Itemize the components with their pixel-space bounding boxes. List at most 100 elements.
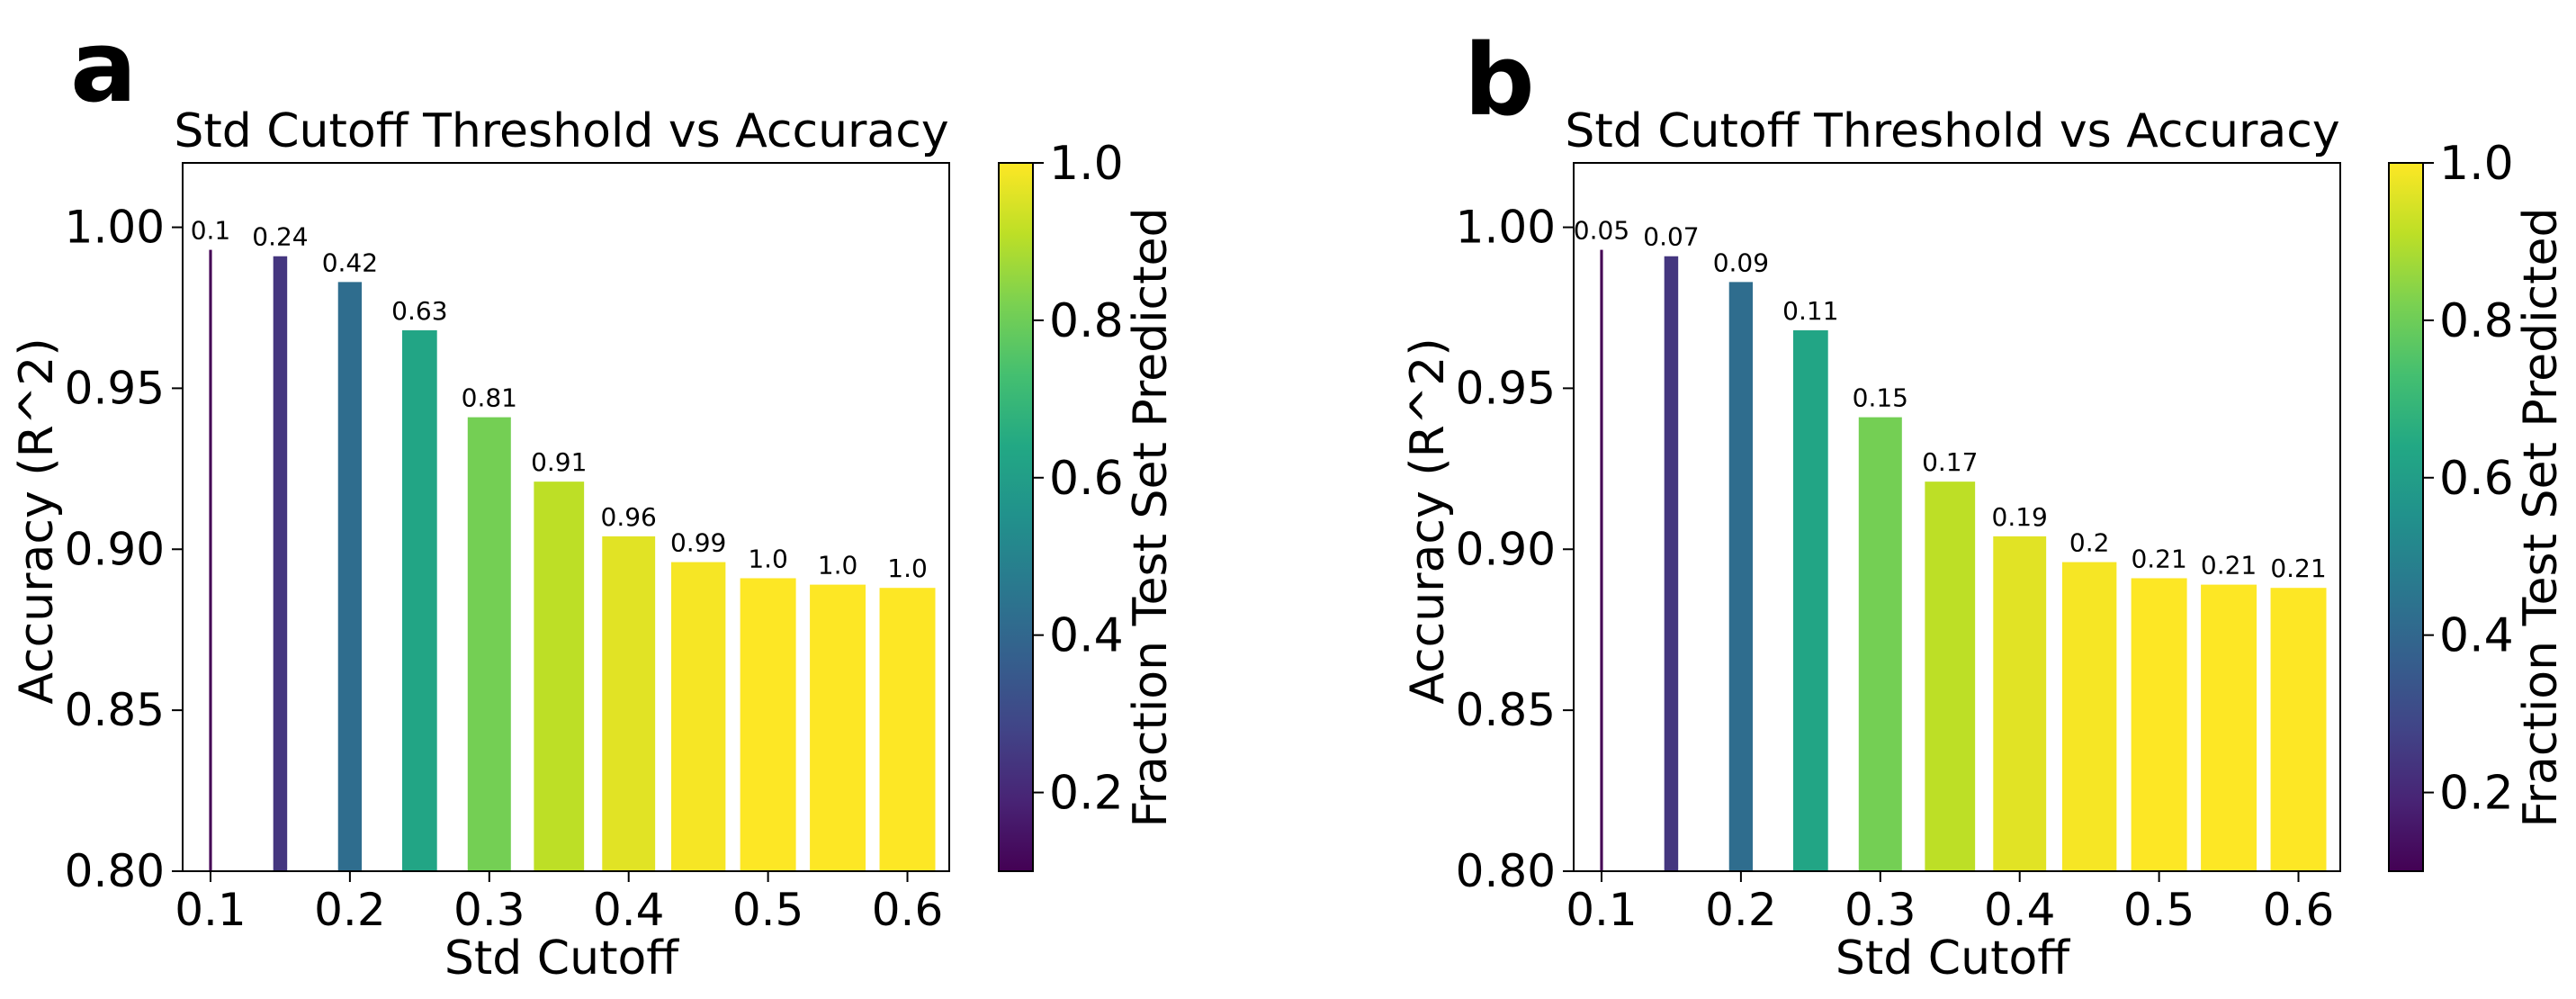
y-tick-label: 1.00 [65,202,165,254]
bar [1664,256,1679,871]
bar-label: 1.0 [748,544,788,573]
bar-label: 0.15 [1853,383,1908,413]
chart-title: Std Cutoff Threshold vs Accuracy [174,104,948,158]
bar [1728,282,1754,871]
bar [1858,417,1902,871]
bar [2201,584,2257,871]
y-tick-label: 0.80 [65,845,165,897]
plot-frame [182,162,950,872]
x-tick-label: 0.2 [314,884,386,936]
plot-frame [1573,162,2341,872]
bar [2270,588,2327,871]
panel-letter: b [1464,22,1535,138]
x-tick-label: 0.3 [1844,884,1916,936]
y-ticks: 0.80 0.85 0.90 0.95 1.00 [1456,202,1574,897]
bar-label: 0.11 [1782,296,1838,326]
colorbar-tick-label: 1.0 [1049,137,1124,191]
bar-label: 1.0 [818,551,858,580]
y-tick-label: 0.90 [65,523,165,575]
x-tick-label: 0.6 [2263,884,2335,936]
colorbar-tick-label: 0.6 [1049,452,1124,506]
x-tick-label: 0.1 [1566,884,1638,936]
y-tick-label: 0.80 [1456,845,1556,897]
x-tick-label: 0.3 [453,884,525,936]
bar-label: 0.2 [2069,528,2110,558]
x-tick-label: 0.1 [175,884,247,936]
bar-labels: 0.05 0.07 0.09 0.11 0.15 0.17 0.19 0.2 0.21 0.21 0… [1574,216,2327,584]
bar [740,578,796,871]
x-axis-label: Std Cutoff [444,932,679,986]
bar-label: 0.21 [2270,554,2326,583]
bar-label: 0.1 [191,216,231,246]
x-axis-label: Std Cutoff [1836,932,2070,986]
bar-labels: 0.1 0.24 0.42 0.63 0.81 0.91 0.96 0.99 1.0 1.0 1.0 [191,216,928,584]
y-axis-label: Accuracy (R^2) [10,338,64,704]
colorbar-tick-label: 0.8 [2439,294,2514,348]
colorbar-tick-label: 0.8 [1049,294,1124,348]
bar-label: 0.07 [1643,222,1699,252]
y-tick-label: 0.85 [1456,684,1556,736]
x-tick-label: 0.4 [1984,884,2056,936]
bar-label: 0.09 [1713,248,1769,277]
bar-label: 0.42 [322,248,378,277]
colorbar [2388,162,2424,872]
colorbar-tick-label: 0.2 [2439,767,2514,821]
bar [1792,330,1828,871]
x-tick-label: 0.5 [2123,884,2195,936]
x-ticks: 0.1 0.2 0.3 0.4 0.5 0.6 [175,871,943,936]
y-tick-label: 0.85 [65,684,165,736]
bar [534,482,585,871]
colorbar-ticks: 0.2 0.4 0.6 0.8 1.0 [2423,137,2514,821]
x-ticks: 0.1 0.2 0.3 0.4 0.5 0.6 [1566,871,2334,936]
bar-label: 0.19 [1992,502,2048,532]
bar [879,588,936,871]
x-tick-label: 0.2 [1705,884,1777,936]
panel-letter: a [70,9,137,124]
bar [1925,482,1976,871]
x-tick-label: 0.6 [872,884,944,936]
colorbar-ticks: 0.2 0.4 0.6 0.8 1.0 [1033,137,1124,821]
bar-label: 0.99 [670,528,726,558]
bar [337,282,363,871]
colorbar-tick-label: 0.2 [1049,767,1124,821]
bar [602,536,656,871]
bar [1993,536,2047,871]
bar-label: 0.05 [1574,216,1629,246]
bar [209,249,212,872]
colorbar-tick-label: 1.0 [2439,137,2514,191]
y-tick-label: 1.00 [1456,202,1556,254]
colorbar-tick-label: 0.4 [1049,609,1124,663]
colorbar-tick-label: 0.6 [2439,452,2514,506]
y-tick-label: 0.95 [1456,362,1556,414]
colorbar [998,162,1034,872]
bar-label: 0.96 [601,502,657,532]
colorbar-tick-label: 0.4 [2439,609,2514,663]
bar [2131,578,2187,871]
y-tick-label: 0.90 [1456,523,1556,575]
bar-label: 0.21 [2201,551,2257,580]
bar-label: 0.63 [391,296,447,326]
bar [810,584,866,871]
panel-a: a Std Cutoff Threshold vs Accuracy Accur… [10,9,1178,986]
bar [2061,562,2117,871]
bar-label: 0.24 [252,222,308,252]
y-tick-label: 0.95 [65,362,165,414]
bars [1600,249,2327,872]
bar [1600,249,1603,872]
bar [670,562,726,871]
chart-title: Std Cutoff Threshold vs Accuracy [1565,104,2339,158]
bar-label: 0.81 [462,383,517,413]
y-ticks: 0.80 0.85 0.90 0.95 1.00 [65,202,183,897]
bar-label: 0.91 [531,447,587,477]
bar-label: 0.21 [2131,544,2186,573]
y-axis-label: Accuracy (R^2) [1401,338,1455,704]
bar [273,256,288,871]
bar [467,417,511,871]
x-tick-label: 0.4 [593,884,665,936]
bars [209,249,936,872]
bar-label: 1.0 [887,554,928,583]
colorbar-label: Fraction Test Set Predicted [1124,207,1178,827]
bar-label: 0.17 [1922,447,1978,477]
colorbar-label: Fraction Test Set Predicted [2514,207,2568,827]
